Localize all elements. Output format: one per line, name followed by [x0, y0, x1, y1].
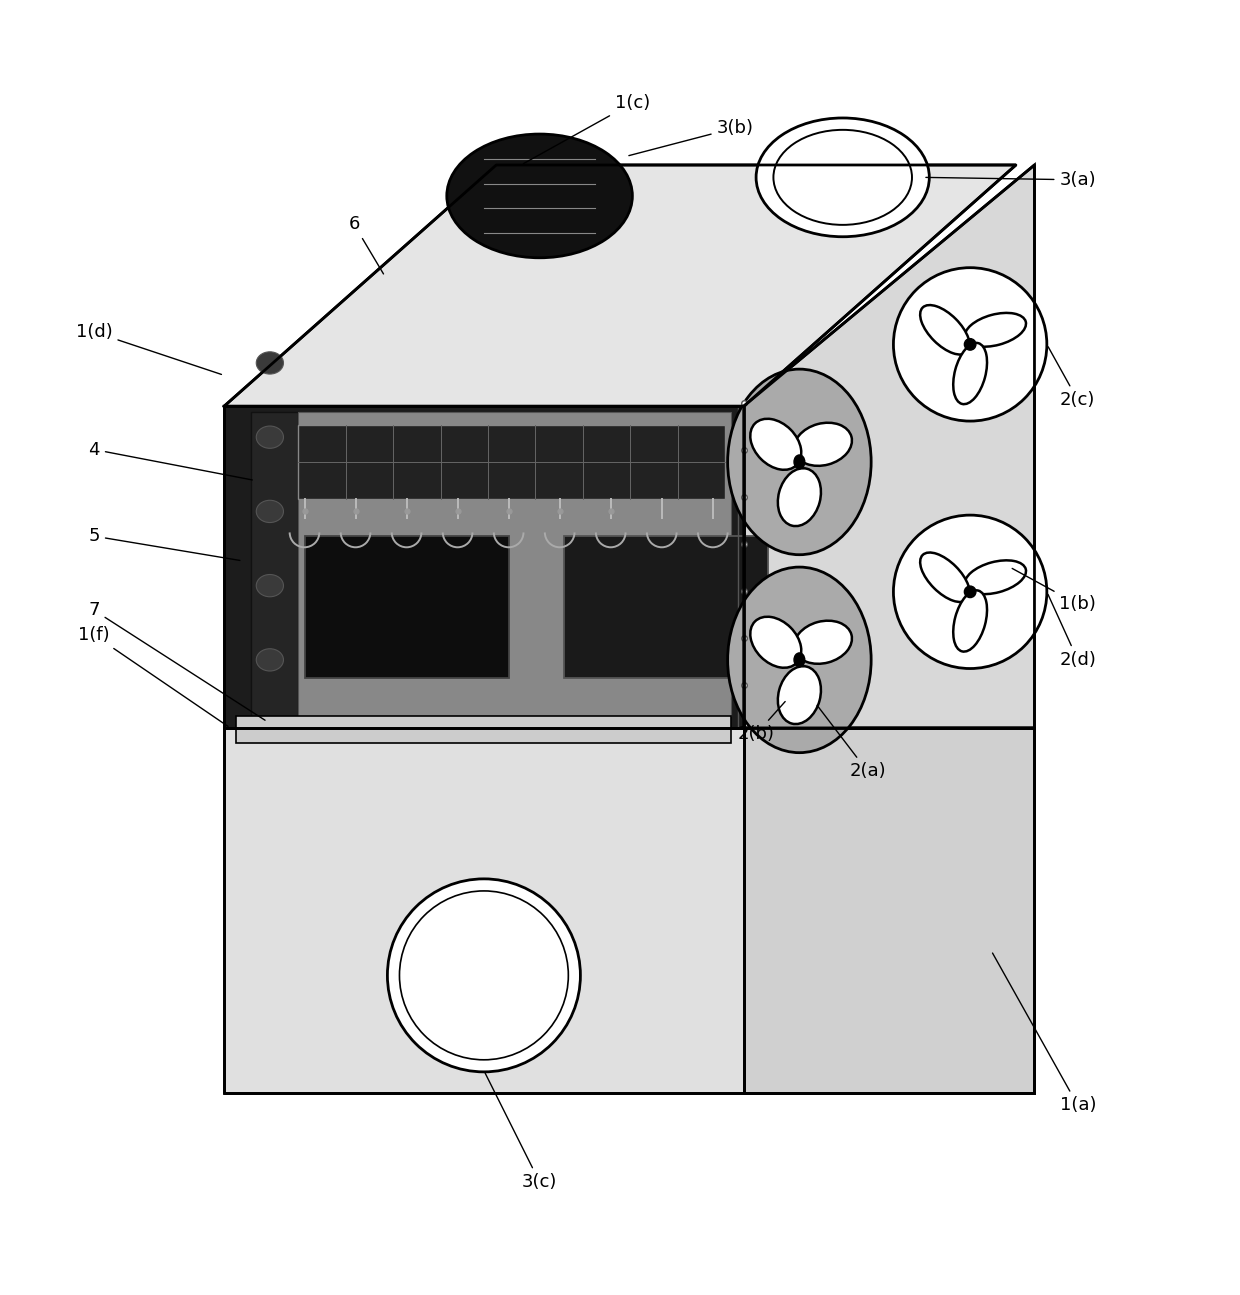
Text: 2(b): 2(b) [738, 702, 785, 743]
Ellipse shape [446, 135, 632, 258]
Ellipse shape [750, 418, 801, 470]
Ellipse shape [794, 620, 852, 664]
Text: 6: 6 [348, 215, 383, 275]
Text: 1(d): 1(d) [76, 322, 222, 374]
Ellipse shape [965, 561, 1025, 594]
Ellipse shape [257, 426, 284, 448]
Text: 2(d): 2(d) [1048, 594, 1096, 670]
Polygon shape [299, 412, 732, 716]
Ellipse shape [794, 653, 805, 667]
Bar [237, 716, 732, 743]
Ellipse shape [774, 130, 911, 225]
Text: 3(a): 3(a) [926, 171, 1096, 189]
Bar [564, 536, 769, 679]
Ellipse shape [399, 891, 568, 1059]
Text: 4: 4 [88, 440, 252, 480]
Bar [299, 425, 725, 499]
Text: 3(b): 3(b) [629, 119, 754, 155]
Text: 1(c): 1(c) [523, 95, 650, 163]
Polygon shape [224, 164, 1016, 407]
Ellipse shape [920, 306, 970, 355]
Ellipse shape [756, 118, 929, 237]
Text: 2(a): 2(a) [817, 706, 885, 780]
Ellipse shape [954, 591, 987, 651]
Text: 2(c): 2(c) [1048, 347, 1095, 409]
Ellipse shape [777, 666, 821, 724]
Bar [305, 536, 508, 679]
Polygon shape [224, 407, 744, 728]
Ellipse shape [894, 268, 1047, 421]
Ellipse shape [794, 422, 852, 466]
Ellipse shape [257, 575, 284, 597]
Ellipse shape [920, 553, 970, 602]
Ellipse shape [257, 352, 284, 374]
Ellipse shape [965, 587, 976, 597]
Ellipse shape [777, 469, 821, 526]
Text: 1(b): 1(b) [1012, 569, 1096, 614]
Polygon shape [224, 728, 744, 1093]
Polygon shape [744, 164, 1034, 728]
Ellipse shape [257, 649, 284, 671]
Text: 1(f): 1(f) [78, 625, 228, 726]
Text: 7: 7 [88, 601, 265, 720]
Ellipse shape [750, 616, 801, 668]
Ellipse shape [965, 338, 976, 350]
Ellipse shape [894, 515, 1047, 668]
Text: 3(c): 3(c) [485, 1074, 557, 1191]
Text: 1(a): 1(a) [992, 953, 1096, 1114]
Ellipse shape [257, 500, 284, 523]
Ellipse shape [965, 313, 1025, 347]
Ellipse shape [954, 343, 987, 404]
Ellipse shape [728, 567, 872, 752]
Polygon shape [744, 728, 1034, 1093]
Polygon shape [252, 412, 299, 721]
Ellipse shape [387, 879, 580, 1072]
Ellipse shape [728, 369, 872, 554]
Text: 5: 5 [88, 527, 239, 561]
Ellipse shape [794, 455, 805, 469]
